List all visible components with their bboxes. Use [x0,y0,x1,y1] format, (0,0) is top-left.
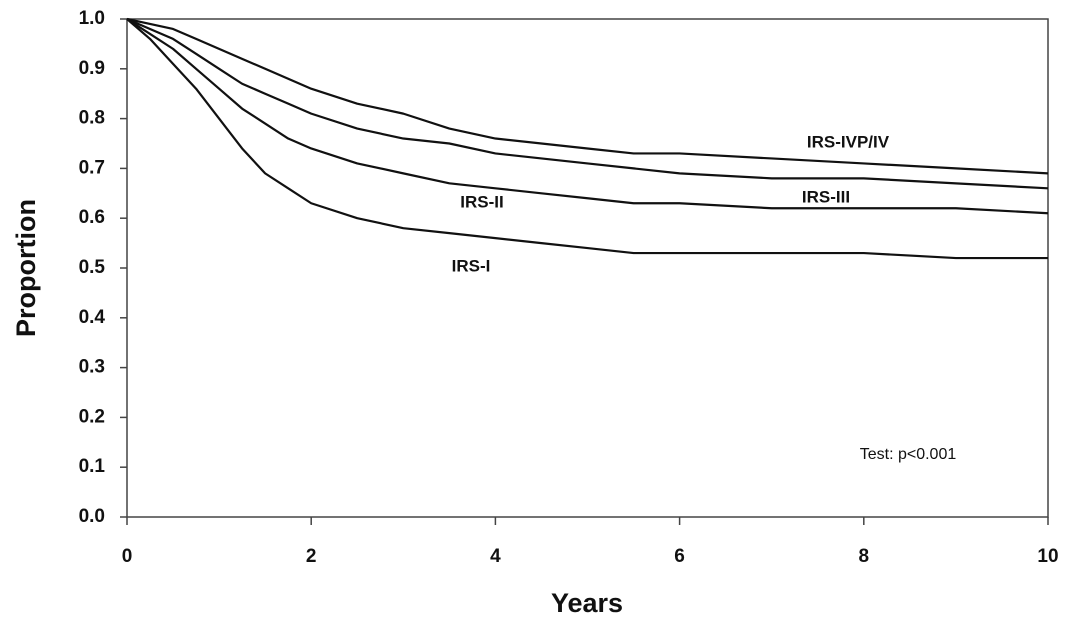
curve-label: IRS-III [802,187,850,206]
y-axis-title: Proportion [11,199,41,337]
survival-curve [127,19,1048,173]
y-tick-label: 0.3 [79,357,105,378]
x-tick-label: 2 [306,546,317,567]
survival-curve [127,19,1048,188]
curve-label: IRS-I [452,256,491,275]
x-tick-label: 0 [122,546,133,567]
y-tick-label: 0.2 [79,406,105,427]
x-tick-label: 8 [859,546,870,567]
survival-curve [127,19,1048,258]
chart: Years Proportion Test: p<0.001 0.0 0.1 0.2… [0,0,1067,623]
y-tick-label: 0.4 [79,307,106,328]
y-tick-label: 1.0 [79,8,105,29]
test-annotation: Test: p<0.001 [860,446,957,463]
x-tick-label: 10 [1037,546,1058,567]
y-tick-label: 0.6 [79,207,105,228]
curve-label: IRS-II [460,192,503,211]
survival-curve [127,19,1048,213]
y-tick-label: 0.1 [79,456,106,477]
y-tick-label: 0.7 [79,157,105,178]
x-tick-label: 4 [490,546,501,567]
y-tick-label: 0.8 [79,108,105,129]
curve-label: IRS-IVP/IV [807,132,890,151]
y-tick-label: 0.0 [79,506,105,527]
x-tick-label: 6 [674,546,685,567]
y-tick-label: 0.9 [79,58,105,79]
y-tick-label: 0.5 [79,257,106,278]
x-axis-title: Years [551,588,623,618]
